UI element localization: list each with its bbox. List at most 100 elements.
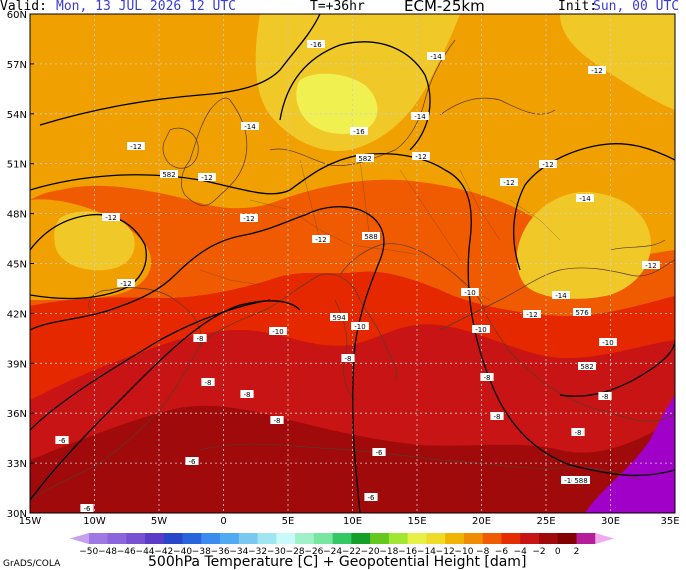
colorbar-swatch [276, 533, 296, 544]
contour-label-box [198, 173, 216, 181]
lon-label: 25E [536, 516, 555, 527]
temperature-contour-label: -12 [591, 67, 602, 75]
colorbar [70, 533, 614, 544]
temperature-contour-label: -8 [274, 417, 281, 425]
contour-label-box [364, 493, 378, 501]
contour-label-box [341, 354, 355, 362]
colorbar-swatch [501, 533, 521, 544]
height-contours [30, 14, 675, 513]
colorbar-swatch [407, 533, 427, 544]
lat-label: 51N [7, 160, 27, 171]
geopotential-height-label: 594 [332, 314, 346, 322]
colorbar-tick-label: −14 [417, 547, 436, 557]
latitude-labels: 60N 57N 54N 51N 48N 45N 42N 39N 36N 33N 30N [7, 10, 34, 520]
temperature-contour-label: -14 [430, 53, 442, 61]
temperature-contour-label: -6 [376, 449, 384, 457]
contour-label-box [350, 127, 368, 135]
lat-label: 33N [7, 459, 27, 470]
colorbar-swatch [351, 533, 371, 544]
temperature-contour-label: -10 [464, 289, 475, 297]
colorbar-tick-label: −46 [117, 547, 136, 557]
contour-label-box [461, 288, 479, 296]
model-title: ECM-25km [404, 0, 485, 15]
colorbar-tick-labels: −50 −48 −46 −44 −42 −40 −38 −36 −34 −32 −30 −28 −26−… [79, 547, 579, 557]
contour-label-box [241, 122, 259, 130]
contour-label-box [576, 194, 594, 202]
colorbar-swatch [220, 533, 240, 544]
geopotential-height-label: 582 [580, 363, 593, 371]
temperature-contour-label: -12 [542, 161, 553, 169]
lat-label: 57N [7, 60, 27, 71]
lon-label: 0 [220, 516, 226, 527]
lat-label: 30N [7, 509, 27, 520]
contour-label-box [598, 392, 612, 400]
contour-label-box [599, 338, 617, 346]
contour-label-box [201, 378, 215, 386]
temperature-contour-label: -12 [120, 280, 131, 288]
lat-label: 42N [7, 309, 27, 320]
colorbar-tick-label: −2 [532, 547, 545, 557]
temperature-contour-label: -8 [345, 355, 352, 363]
colorbar-swatch [426, 533, 446, 544]
temperature-contour-label: -6 [189, 458, 197, 466]
lon-label: 5E [282, 516, 295, 527]
contour-label-box [80, 504, 94, 512]
borders [199, 159, 561, 301]
height-label-box [362, 232, 380, 240]
lon-label: 15E [407, 516, 426, 527]
colorbar-swatch [520, 533, 540, 544]
colorbar-caption: 500hPa Temperature [C] + Geopotential He… [148, 554, 527, 570]
lon-label: 20E [472, 516, 491, 527]
contour-label-box [240, 390, 254, 398]
lat-label: 60N [7, 10, 27, 21]
temperature-contour-label: -16 [353, 128, 365, 136]
contour-label-box [561, 476, 579, 484]
colorbar-tick-label: −44 [136, 547, 155, 557]
contour-label-box [55, 436, 69, 444]
forecast-step: T=+36hr [310, 0, 365, 14]
colorbar-swatch [126, 533, 146, 544]
temperature-contour-label: -10 [272, 328, 283, 336]
colorbar-tick-label: −12 [436, 547, 455, 557]
colorbar-swatch [538, 533, 559, 544]
lon-label: 15W [19, 516, 42, 527]
colorbar-tick-label: −36 [211, 547, 230, 557]
temperature-contour-label: -6 [368, 494, 376, 502]
temperature-contour-label: -12 [130, 143, 141, 151]
colorbar-swatch [557, 533, 577, 544]
colorbar-swatch [257, 533, 277, 544]
lat-label: 54N [7, 110, 27, 121]
geopotential-height-label: 588 [364, 233, 377, 241]
lon-label: 35E [660, 516, 679, 527]
colorbar-tick-label: 0 [555, 547, 561, 557]
contour-label-box [411, 112, 429, 120]
contour-label-box [552, 291, 570, 299]
contour-label-box [193, 334, 207, 342]
colorbar-swatch [370, 533, 390, 544]
colorbar-swatch [463, 533, 483, 544]
contour-label-box [307, 40, 325, 48]
colorbar-tick-label: −8 [476, 547, 490, 557]
height-labels: 582 582 588 594 576 582 588 [160, 154, 596, 485]
contour-label-box [312, 235, 330, 243]
colorbar-tick-label: −6 [495, 547, 509, 557]
colorbar-tick-label: −34 [229, 547, 248, 557]
colorbar-swatch [595, 533, 614, 544]
colorbar-swatch [145, 533, 165, 544]
temperature-contour-label: -14 [414, 113, 426, 121]
colorbar-swatch [388, 533, 408, 544]
colorbar-swatch [163, 533, 183, 544]
colorbar-tick-label: −40 [173, 547, 192, 557]
lon-label: 10E [343, 516, 362, 527]
temperature-contour-label: -14 [555, 292, 567, 300]
contour-labels: -16 -14 -14 -12 -12 -12 -12 -16 -14 -12 -12 -12 -12 -… [55, 40, 660, 513]
contour-label-box [270, 416, 284, 424]
contour-label-box [372, 448, 386, 456]
geopotential-height-label: 582 [358, 155, 371, 163]
temperature-contour-label: -12 [315, 236, 326, 244]
contour-label-box [480, 373, 494, 381]
colorbar-tick-label: −42 [154, 547, 173, 557]
colorbar-tick-label: −4 [514, 547, 528, 557]
temperature-contour-label: -8 [244, 391, 251, 399]
